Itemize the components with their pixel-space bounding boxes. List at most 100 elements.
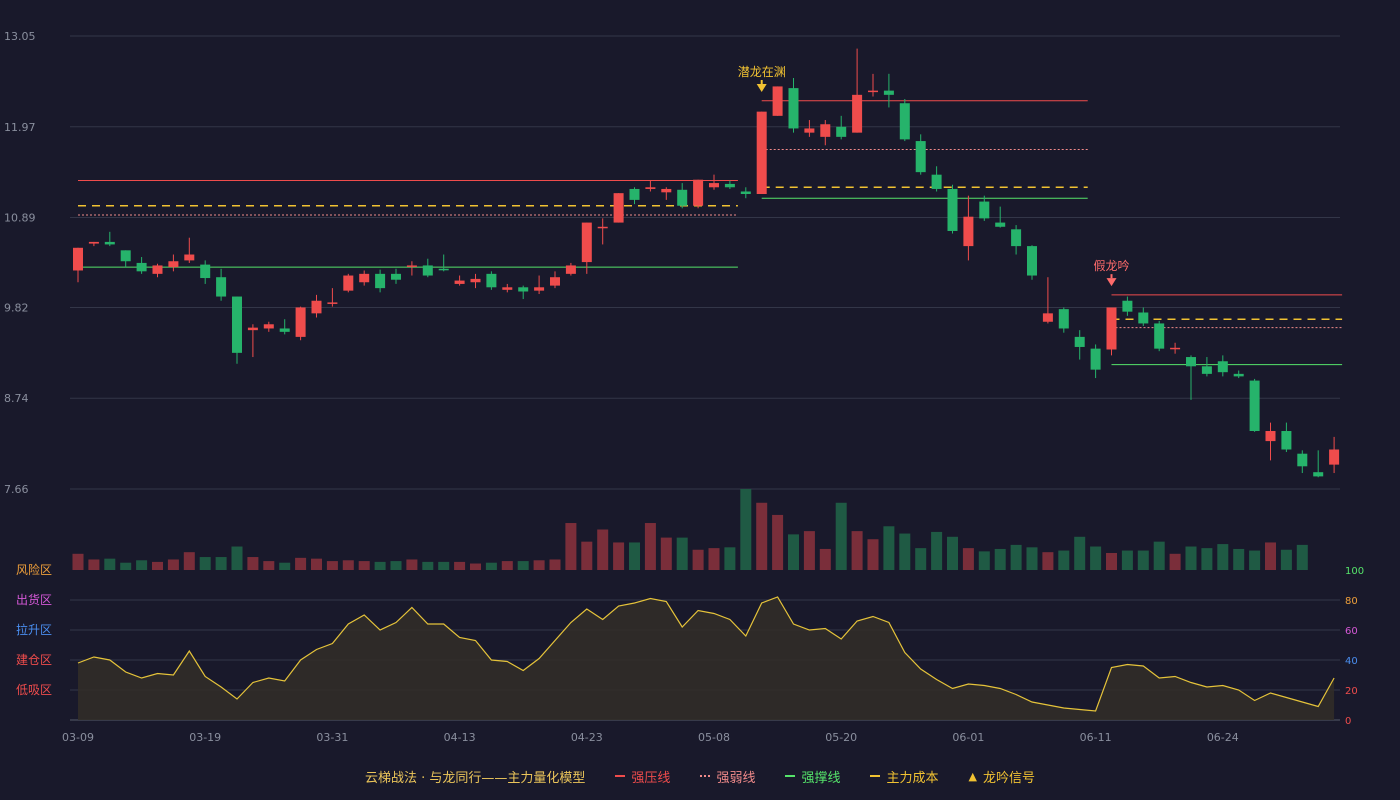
- candle: [1027, 245, 1037, 280]
- date-tick-label: 05-08: [698, 731, 730, 744]
- signal-arrow-icon: [1106, 278, 1117, 287]
- zone-label: 低吸区: [16, 683, 52, 697]
- candle-body: [1042, 313, 1053, 322]
- candle-body: [1058, 309, 1069, 329]
- volume-bar: [263, 561, 275, 570]
- price-tick-label: 13.05: [4, 30, 36, 43]
- volume-bar: [311, 558, 322, 570]
- volume-bar: [88, 559, 100, 570]
- candle-body: [963, 216, 974, 247]
- volume-bar: [962, 548, 974, 570]
- candle: [120, 250, 131, 268]
- candle-body: [947, 188, 958, 231]
- volume-bar: [772, 514, 784, 570]
- volume-bar: [883, 526, 895, 570]
- volume-bar: [342, 560, 354, 570]
- candle: [1106, 307, 1117, 356]
- legend-item-strong-weak[interactable]: 强弱线: [700, 767, 755, 786]
- volume-bar: [1296, 544, 1308, 570]
- candle-body: [979, 201, 990, 219]
- volume-bar: [708, 548, 720, 570]
- candle-body: [88, 241, 99, 244]
- candle: [1313, 450, 1324, 478]
- candle: [73, 247, 83, 283]
- candle-body: [391, 273, 401, 280]
- volume-bar: [613, 542, 625, 570]
- candle-body: [1329, 449, 1340, 465]
- candle: [740, 187, 751, 199]
- volume-bar: [454, 561, 466, 570]
- candle: [1201, 357, 1212, 377]
- candle: [565, 262, 576, 276]
- zone-label: 拉升区: [16, 622, 52, 637]
- candle: [391, 268, 401, 284]
- candle: [279, 319, 290, 335]
- zone-label: 风险区: [16, 562, 52, 577]
- legend-item-signal[interactable]: ▲ 龙吟信号: [968, 767, 1034, 786]
- candle: [1249, 378, 1260, 432]
- candle: [788, 78, 799, 133]
- candle: [1138, 307, 1149, 326]
- candle-body: [597, 226, 608, 229]
- volume-bar: [549, 559, 561, 570]
- candle: [295, 306, 306, 341]
- candle-body: [915, 141, 926, 173]
- candle: [406, 261, 417, 276]
- volume-bar: [120, 562, 132, 570]
- chart-legend: 云梯战法 · 与龙同行——主力量化模型 强压线 强弱线 强撑线 主力成本 ▲ 龙…: [0, 764, 1400, 788]
- candle-body: [200, 264, 211, 279]
- volume-bar: [183, 552, 195, 570]
- candle: [1186, 355, 1196, 400]
- legend-item-main-cost[interactable]: 主力成本: [870, 767, 938, 786]
- candle-body: [216, 277, 227, 297]
- candle-body: [931, 174, 942, 189]
- candle-body: [279, 328, 290, 332]
- candle-body: [311, 300, 322, 314]
- volume-bar: [660, 537, 672, 570]
- candle: [168, 254, 179, 272]
- candle: [613, 193, 624, 223]
- candle-body: [1154, 323, 1165, 349]
- oscillator-tick-label: 20: [1345, 686, 1358, 697]
- volume-bar: [851, 531, 863, 570]
- candle: [550, 271, 560, 289]
- candle-body: [470, 278, 481, 283]
- oscillator-line: [77, 596, 1335, 712]
- volume-bar: [915, 548, 927, 570]
- volume-bar: [438, 561, 450, 570]
- candle: [311, 294, 322, 318]
- chart-canvas: 13.05 11.97 10.89 9.82 8.74 7.66 潜龙在渊假龙吟风险区出货区…: [4, 30, 1364, 744]
- candle-body: [152, 265, 163, 274]
- legend-title: 云梯战法 · 与龙同行——主力量化模型: [365, 770, 586, 786]
- legend-item-strong-support[interactable]: 强撑线: [785, 767, 840, 786]
- volume-bar: [1090, 546, 1102, 570]
- candle-body: [1106, 307, 1117, 350]
- candle-body: [1138, 312, 1149, 324]
- candle-body: [995, 222, 1006, 227]
- volume-bar: [565, 523, 577, 570]
- volume-bar: [597, 529, 609, 570]
- candle-body: [1313, 472, 1324, 477]
- legend-item-strong-pressure[interactable]: 强压线: [615, 767, 670, 786]
- candle-body: [343, 275, 354, 291]
- volume-bar: [406, 559, 418, 570]
- candle: [709, 174, 719, 190]
- price-tick-label: 7.66: [4, 483, 29, 496]
- candle-body: [899, 103, 910, 140]
- volume-bar: [358, 561, 370, 570]
- candle: [1154, 320, 1165, 352]
- candle: [247, 324, 258, 358]
- candle: [1042, 277, 1053, 324]
- volume-bar: [1058, 550, 1070, 570]
- candle-body: [120, 250, 131, 262]
- legend-label: 强弱线: [716, 770, 756, 786]
- candle-body: [613, 193, 624, 223]
- candle-body: [1201, 366, 1212, 374]
- oscillator-tick-label: 60: [1345, 626, 1358, 637]
- candle: [1233, 370, 1244, 379]
- date-tick-label: 03-19: [189, 731, 221, 744]
- volume-bar: [1042, 552, 1054, 570]
- volume-bar: [1153, 541, 1165, 570]
- volume-bar: [835, 502, 847, 570]
